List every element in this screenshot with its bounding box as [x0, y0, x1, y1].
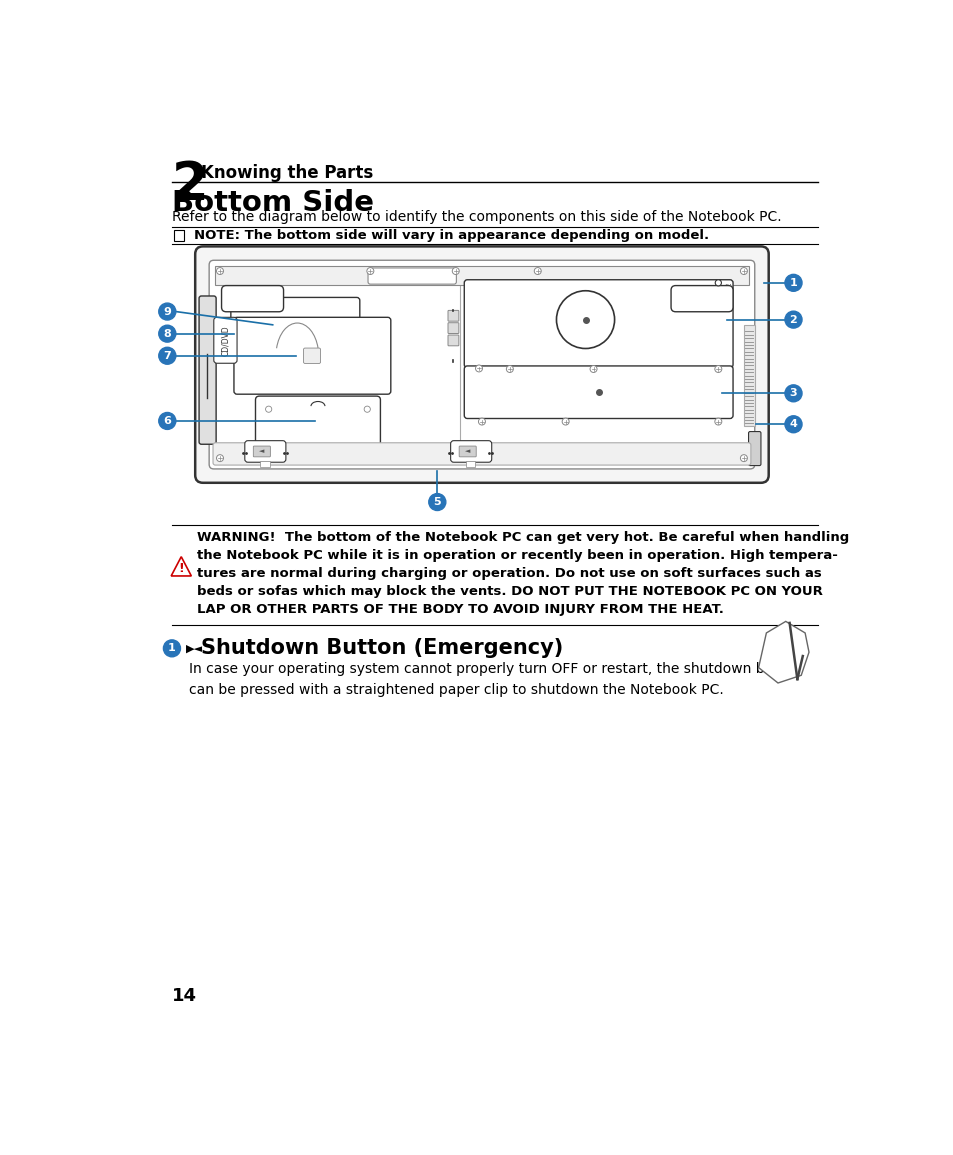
Text: WARNING!  The bottom of the Notebook PC can get very hot. Be careful when handli: WARNING! The bottom of the Notebook PC c… — [196, 530, 848, 616]
FancyBboxPatch shape — [670, 285, 732, 312]
FancyBboxPatch shape — [303, 348, 320, 364]
Polygon shape — [171, 557, 192, 576]
Circle shape — [561, 418, 569, 425]
Text: ...: ... — [723, 278, 732, 288]
Ellipse shape — [556, 291, 614, 349]
Circle shape — [784, 275, 801, 291]
FancyBboxPatch shape — [213, 318, 236, 364]
Text: 14: 14 — [172, 986, 196, 1005]
Circle shape — [163, 640, 180, 657]
Circle shape — [364, 407, 370, 412]
Circle shape — [534, 268, 540, 275]
Circle shape — [475, 365, 482, 372]
Circle shape — [714, 365, 721, 372]
Text: 5: 5 — [433, 497, 440, 507]
Circle shape — [428, 493, 445, 511]
Text: CD/DVD: CD/DVD — [221, 325, 230, 356]
Text: Refer to the diagram below to identify the components on this side of the Notebo: Refer to the diagram below to identify t… — [172, 210, 781, 224]
Text: In case your operating system cannot properly turn OFF or restart, the shutdown : In case your operating system cannot pro… — [189, 662, 801, 696]
Circle shape — [715, 280, 720, 286]
FancyBboxPatch shape — [448, 311, 458, 321]
Text: 2: 2 — [172, 159, 209, 211]
FancyBboxPatch shape — [368, 268, 456, 284]
Text: Bottom Side: Bottom Side — [172, 188, 374, 217]
Circle shape — [367, 268, 374, 275]
Text: 6: 6 — [163, 416, 171, 426]
FancyBboxPatch shape — [458, 446, 476, 457]
FancyBboxPatch shape — [464, 366, 732, 418]
FancyBboxPatch shape — [743, 325, 754, 426]
Circle shape — [216, 268, 223, 275]
FancyBboxPatch shape — [209, 260, 754, 469]
Text: 1: 1 — [789, 278, 797, 288]
Circle shape — [590, 365, 597, 372]
FancyBboxPatch shape — [245, 441, 286, 462]
Text: 7: 7 — [163, 351, 171, 360]
Circle shape — [158, 348, 175, 364]
FancyBboxPatch shape — [231, 298, 359, 352]
Circle shape — [478, 418, 485, 425]
Circle shape — [714, 418, 721, 425]
Circle shape — [158, 326, 175, 342]
Text: ◄: ◄ — [464, 448, 470, 454]
FancyBboxPatch shape — [466, 461, 475, 467]
Text: Knowing the Parts: Knowing the Parts — [200, 164, 373, 182]
Text: NOTE: The bottom side will vary in appearance depending on model.: NOTE: The bottom side will vary in appea… — [193, 229, 708, 243]
Text: 8: 8 — [163, 329, 171, 338]
Circle shape — [158, 412, 175, 430]
Text: 4: 4 — [789, 419, 797, 430]
FancyBboxPatch shape — [174, 230, 184, 241]
Circle shape — [784, 311, 801, 328]
FancyBboxPatch shape — [464, 280, 732, 367]
Text: !: ! — [178, 561, 184, 575]
FancyBboxPatch shape — [195, 246, 768, 483]
Circle shape — [506, 365, 513, 372]
FancyBboxPatch shape — [221, 285, 283, 312]
Circle shape — [452, 268, 458, 275]
FancyBboxPatch shape — [255, 396, 380, 446]
FancyBboxPatch shape — [253, 446, 270, 457]
FancyBboxPatch shape — [448, 322, 458, 334]
Circle shape — [784, 385, 801, 402]
Text: 9: 9 — [163, 306, 171, 316]
Text: 1: 1 — [168, 643, 175, 654]
FancyBboxPatch shape — [233, 318, 391, 394]
FancyBboxPatch shape — [748, 432, 760, 465]
Circle shape — [740, 268, 746, 275]
Text: ▶◄: ▶◄ — [186, 643, 203, 654]
Circle shape — [158, 303, 175, 320]
Circle shape — [265, 407, 272, 412]
FancyBboxPatch shape — [213, 442, 750, 465]
Text: 3: 3 — [789, 388, 797, 398]
Text: Shutdown Button (Emergency): Shutdown Button (Emergency) — [200, 639, 562, 658]
Circle shape — [784, 416, 801, 433]
Text: ◄: ◄ — [259, 448, 264, 454]
Text: 2: 2 — [789, 314, 797, 325]
Polygon shape — [758, 621, 808, 683]
Circle shape — [216, 455, 223, 462]
FancyBboxPatch shape — [450, 441, 491, 462]
FancyBboxPatch shape — [260, 461, 270, 467]
FancyBboxPatch shape — [199, 296, 216, 445]
Circle shape — [740, 455, 746, 462]
FancyBboxPatch shape — [215, 267, 748, 285]
FancyBboxPatch shape — [448, 335, 458, 345]
